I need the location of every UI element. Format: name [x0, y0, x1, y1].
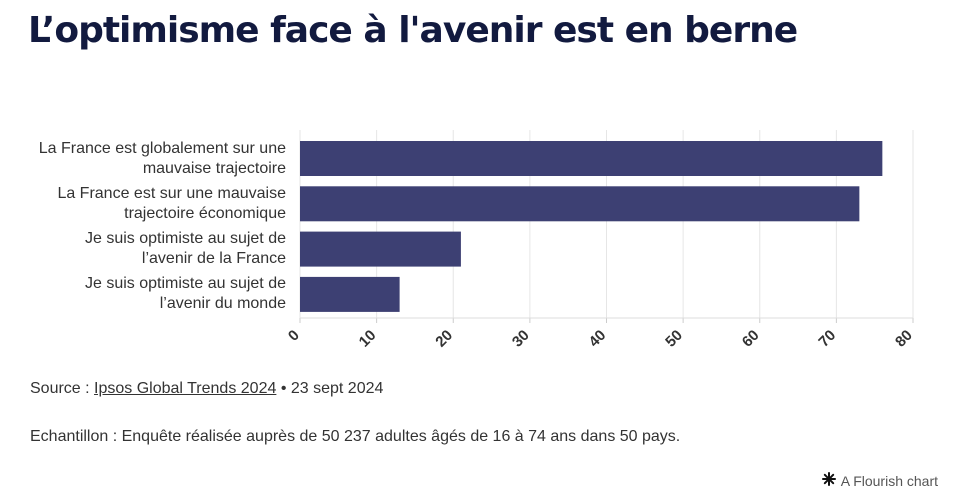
x-tick-label: 20 — [432, 327, 456, 351]
source-prefix: Source : — [30, 380, 95, 397]
x-tick-label: 50 — [662, 327, 686, 351]
y-category-label-line: mauvaise trajectoire — [142, 159, 286, 177]
y-category-label-line: l’avenir de la France — [141, 250, 286, 268]
x-tick-label: 10 — [356, 327, 380, 351]
source-date: • 23 sept 2024 — [276, 380, 384, 397]
flourish-credit[interactable]: A Flourish chart — [821, 472, 938, 489]
x-tick-label: 0 — [285, 327, 303, 345]
source-link[interactable]: Ipsos Global Trends 2024 — [94, 380, 277, 397]
y-category-label: Je suis optimiste au sujet de l’avenir de… — [6, 229, 286, 269]
y-category-label: La France est globalement sur une mauvais… — [6, 139, 286, 179]
x-tick-label: 80 — [892, 327, 916, 351]
y-category-label: Je suis optimiste au sujet de l’avenir du… — [6, 274, 286, 314]
credit-text: A Flourish chart — [840, 472, 938, 489]
y-category-label-line: La France est sur une mauvaise — [57, 184, 286, 202]
y-category-label-line: l’avenir du monde — [159, 295, 286, 313]
x-tick-label: 30 — [509, 327, 533, 351]
y-category-label-line: Je suis optimiste au sujet de — [85, 230, 286, 248]
y-category-label-line: trajectoire économique — [124, 204, 286, 222]
y-category-label: La France est sur une mauvaise trajectoir… — [6, 184, 286, 224]
bar — [300, 186, 860, 222]
y-category-label-line: Je suis optimiste au sujet de — [85, 275, 286, 293]
x-tick-label: 70 — [815, 327, 839, 351]
bar — [300, 141, 883, 176]
flourish-asterisk-icon — [821, 472, 836, 489]
chart-title: L’optimisme face à l'avenir est en berne — [28, 10, 798, 51]
x-tick-label: 40 — [586, 327, 610, 351]
bar-chart: 0 10 20 30 40 50 60 70 80 — [285, 130, 916, 351]
sample-note: Echantillon : Enquête réalisée auprès de… — [30, 428, 681, 445]
source-line: Source : Ipsos Global Trends 2024 • 23 s… — [30, 380, 383, 398]
bar — [300, 231, 461, 267]
x-tick-label: 60 — [739, 327, 763, 351]
bar — [300, 276, 400, 312]
y-category-label-line: La France est globalement sur une — [38, 139, 286, 157]
